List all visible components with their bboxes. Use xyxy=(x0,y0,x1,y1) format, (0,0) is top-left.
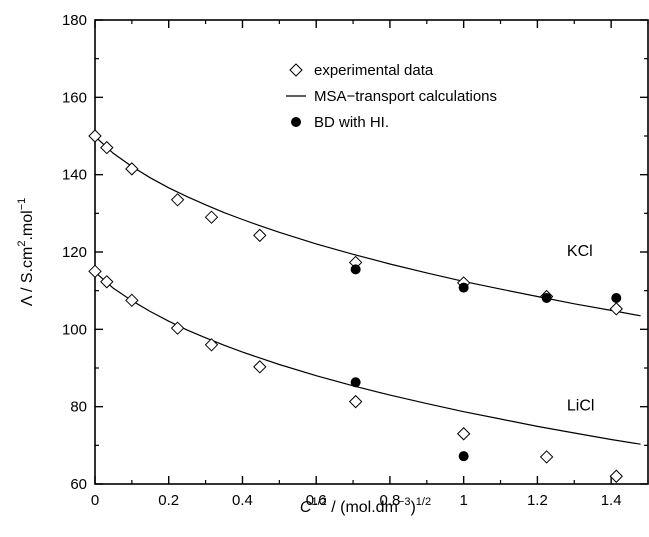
legend: experimental data MSA−transport calculati… xyxy=(286,62,497,131)
experimental-point-kcl xyxy=(170,193,185,207)
x-tick-label: 1 xyxy=(459,492,467,509)
y-tick-label: 160 xyxy=(62,89,87,106)
axis-titles: C1/2 / (mol.dm−3)1/2 Λ / S.cm2.mol−1 xyxy=(16,198,431,516)
y-tick-label: 60 xyxy=(70,476,87,493)
bd-point-kcl xyxy=(611,293,622,304)
x-axis-title: C1/2 / (mol.dm−3)1/2 xyxy=(300,496,431,516)
experimental-point-licl xyxy=(609,469,624,483)
axes-group: 60 80 100 120 140 160 180 0 0.2 0.4 0.6 0.8 1 1.2 1.4 xyxy=(62,12,649,509)
y-axis-title-group: Λ / S.cm2.mol−1 xyxy=(16,198,36,307)
experimental-point-licl xyxy=(539,450,554,464)
experimental-point-licl xyxy=(348,394,363,409)
experimental-point-kcl xyxy=(253,228,267,243)
legend-marker-diamond xyxy=(289,63,303,77)
y-tick-label: 140 xyxy=(62,167,87,184)
bd-point-licl xyxy=(458,451,469,462)
msa-curve-kcl xyxy=(94,135,641,317)
series-label-kcl: KCl xyxy=(567,243,593,260)
series-label-licl: LiCl xyxy=(567,398,595,415)
x-tick-label: 0.6 xyxy=(306,492,327,509)
experimental-point-kcl xyxy=(88,129,102,143)
experimental-point-kcl xyxy=(609,302,624,316)
experimental-point-licl xyxy=(170,321,185,335)
y-tick-label: 180 xyxy=(62,12,87,29)
y-tick-label: 120 xyxy=(62,244,87,261)
legend-entry-label: BD with HI. xyxy=(314,114,389,131)
experimental-point-kcl xyxy=(100,140,114,155)
bd-point-licl xyxy=(350,377,361,388)
points-group xyxy=(88,129,624,483)
legend-marker-circle xyxy=(291,117,301,127)
bd-point-kcl xyxy=(458,282,469,293)
x-tick-label: 0.4 xyxy=(232,492,253,509)
experimental-point-licl xyxy=(456,427,471,441)
experimental-point-licl xyxy=(204,338,219,352)
experimental-point-licl xyxy=(125,293,139,308)
experimental-point-licl xyxy=(100,275,114,289)
bd-point-kcl xyxy=(350,264,361,275)
y-tick-label: 80 xyxy=(70,399,87,416)
msa-curve-licl xyxy=(94,271,641,445)
y-tick-label: 100 xyxy=(62,321,87,338)
legend-entry-label: MSA−transport calculations xyxy=(314,88,497,105)
bd-point-kcl xyxy=(541,293,552,304)
experimental-point-kcl xyxy=(204,210,219,224)
curves-group xyxy=(94,135,641,445)
experimental-point-kcl xyxy=(125,162,139,176)
x-tick-label: 1.2 xyxy=(527,492,548,509)
y-axis-title: Λ / S.cm2.mol−1 xyxy=(16,198,36,307)
x-tick-label: 1.4 xyxy=(601,492,622,509)
x-tick-label: 0.2 xyxy=(158,492,179,509)
legend-entry-label: experimental data xyxy=(314,62,434,79)
x-tick-label: 0 xyxy=(91,492,99,509)
x-tick-label: 0.8 xyxy=(380,492,401,509)
experimental-point-licl xyxy=(88,264,102,279)
series-labels: KCl LiCl xyxy=(567,243,595,415)
experimental-point-licl xyxy=(253,360,267,374)
